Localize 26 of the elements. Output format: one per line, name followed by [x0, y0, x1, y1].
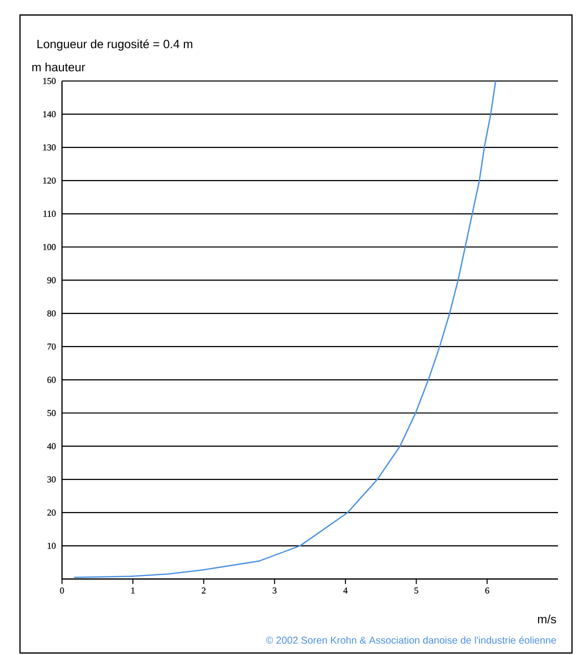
x-tick-label: 6 — [485, 588, 490, 594]
y-tick-label: 60 — [47, 376, 56, 383]
y-tick-label: 130 — [43, 144, 56, 150]
y-axis-title: m hauteur — [32, 62, 86, 72]
x-tick-label: 4 — [343, 588, 348, 594]
y-tick-label: 100 — [43, 244, 56, 250]
y-tick-label: 120 — [43, 178, 56, 184]
y-tick-label: 20 — [47, 510, 56, 516]
x-tick-label: 1 — [131, 588, 135, 594]
y-tick-label: 80 — [47, 310, 56, 316]
y-tick-label: 90 — [47, 277, 56, 284]
y-tick-label: 150 — [43, 78, 56, 84]
y-tick-label: 10 — [48, 542, 56, 549]
text: © 2002 Soren Krohn & Association danoise de l'industrie éolienne — [266, 636, 556, 644]
y-tick-label: 110 — [44, 210, 56, 217]
y-tick-label: 140 — [43, 111, 56, 118]
x-tick-label: 2 — [202, 588, 206, 594]
y-tick-label: 70 — [48, 344, 56, 350]
chart-title: Longueur de rugosité = 0.4 m — [38, 39, 192, 51]
x-tick-label: 3 — [272, 588, 276, 594]
y-tick-label: 50 — [48, 410, 56, 416]
x-tick-label: 0 — [60, 588, 64, 594]
y-tick-label: 40 — [47, 443, 56, 450]
x-axis-title: m/s — [538, 614, 556, 624]
y-tick-label: 30 — [47, 476, 56, 482]
x-tick-label: 5 — [414, 588, 418, 594]
